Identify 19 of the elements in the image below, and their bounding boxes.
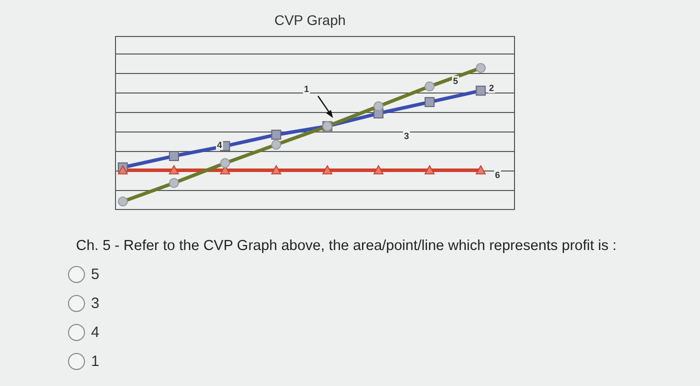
- chart-title: CVP Graph: [273, 12, 347, 28]
- point: [271, 165, 282, 174]
- annotation: 4: [216, 140, 224, 150]
- point: [424, 165, 435, 174]
- point: [476, 165, 486, 174]
- point: [373, 165, 384, 174]
- point: [118, 165, 128, 174]
- text: 1: [91, 353, 100, 370]
- point: [168, 165, 179, 174]
- text: 3: [91, 295, 100, 312]
- text: 5: [91, 266, 100, 283]
- text: Ch. 5 - Refer to the CVP Graph above, the area/point/line which represents profit is :: [76, 238, 617, 254]
- annotation: 5: [452, 76, 460, 86]
- annotation: 2: [488, 83, 496, 93]
- text: 4: [91, 324, 100, 341]
- annotation: 1: [303, 84, 310, 94]
- annotation: 6: [494, 170, 502, 180]
- point: [322, 165, 332, 174]
- annotation: 3: [403, 131, 410, 141]
